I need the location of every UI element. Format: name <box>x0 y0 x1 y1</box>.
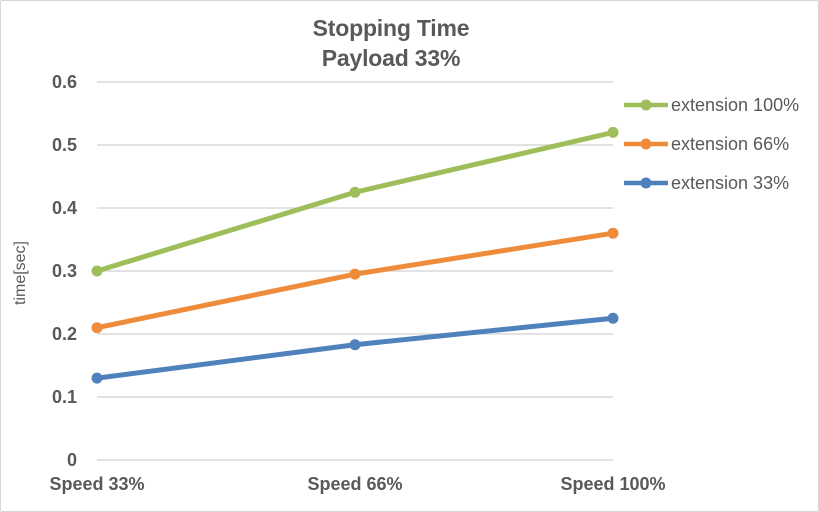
series-line <box>94 129 616 274</box>
y-tick-label: 0.5 <box>51 135 77 155</box>
y-tick-label: 0.1 <box>51 387 77 407</box>
data-point-marker <box>91 372 103 384</box>
legend-marker-icon <box>624 138 668 150</box>
legend-label: extension 66% <box>671 133 790 154</box>
legend-item: extension 33% <box>623 171 789 195</box>
chart-subtitle: Payload 33% <box>321 45 461 71</box>
data-point-marker <box>91 265 103 277</box>
data-point-marker <box>607 227 619 239</box>
legend-marker-icon <box>624 177 668 189</box>
legend-item: extension 66% <box>623 132 789 156</box>
legend-item: extension 100% <box>623 93 799 117</box>
x-category-label: Speed 33% <box>49 474 145 494</box>
x-category-label: Speed 66% <box>307 474 403 494</box>
legend-label: extension 100% <box>671 94 800 115</box>
chart-title-block: Stopping Time Payload 33% <box>1 13 781 73</box>
y-tick-label: 0.3 <box>51 261 77 281</box>
data-point-marker <box>349 268 361 280</box>
data-point-marker <box>349 339 361 351</box>
legend-marker-icon <box>624 99 668 111</box>
data-point-marker <box>607 312 619 324</box>
chart-title: Stopping Time <box>312 15 470 41</box>
y-tick-label: 0 <box>66 450 77 470</box>
y-tick-label: 0.4 <box>51 198 77 218</box>
data-point-marker <box>91 322 103 334</box>
y-tick-label: 0.2 <box>51 324 77 344</box>
y-tick-label: 0.6 <box>51 72 77 92</box>
legend-label: extension 33% <box>671 172 790 193</box>
x-category-label: Speed 100% <box>560 474 666 494</box>
data-point-marker <box>607 126 619 138</box>
data-point-marker <box>349 186 361 198</box>
